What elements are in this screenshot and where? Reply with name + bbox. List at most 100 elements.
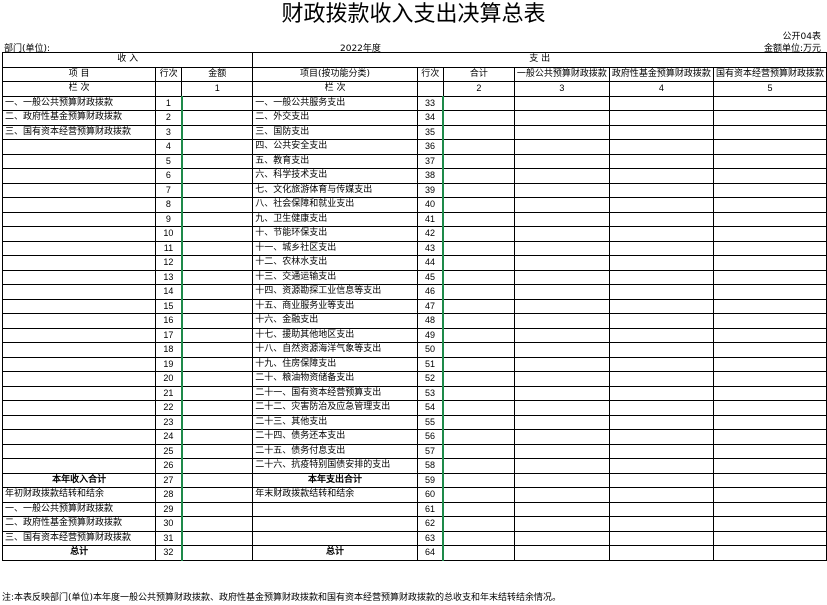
gen-budget-cell [513,516,610,532]
expense-item-cell: 十九、住房保障支出 [252,356,418,372]
income-item-cell [1,327,157,343]
income-item-cell: 三、国有资本经营预算财政拨款 [1,124,157,140]
capital-budget-cell [712,429,827,445]
table-row: 9 九、卫生健康支出 41 [1,211,827,227]
expense-item-cell: 十四、资源勘探工业信息等支出 [252,284,418,300]
income-line-no: 16 [155,313,183,329]
currency-label: 金额单位:万元 [763,44,821,54]
total-cell [442,443,515,459]
total-cell [442,240,515,256]
income-item-cell [1,153,157,169]
expense-item-cell: 十三、交通运输支出 [252,269,418,285]
expense-item-cell: 八、社会保障和就业支出 [252,197,418,213]
amount-cell [181,197,254,213]
amount-cell [181,501,254,517]
expense-line-no: 55 [416,414,445,430]
fund-budget-cell [608,298,714,314]
col-label-left: 栏 次 [1,81,157,97]
total-cell [442,530,515,546]
capital-budget-cell [712,139,827,155]
income-item-header: 项 目 [1,66,157,82]
fund-budget-cell [608,342,714,358]
fund-budget-cell [608,255,714,271]
expense-line-no: 42 [416,226,445,242]
capital-budget-cell [712,443,827,459]
total-cell [442,342,515,358]
total-cell [442,182,515,198]
gen-budget-cell [513,153,610,169]
total-cell [442,284,515,300]
amount-cell [181,313,254,329]
table-row: 26 二十六、抗疫特别国债安排的支出 58 [1,458,827,474]
income-line-no: 28 [155,487,183,503]
expense-line-no: 45 [416,269,445,285]
table-row: 一、一般公共预算财政拨款 1 一、一般公共服务支出 33 [1,95,827,111]
summary-table: 收 入 支 出 项 目 行次 金额 项目(按功能分类) 行次 合计 一般公共预算… [1,52,827,561]
total-cell [442,110,515,126]
amount-header: 金额 [181,66,254,82]
expense-line-no: 59 [416,472,445,488]
capital-budget-cell [712,516,827,532]
expense-line-no: 40 [416,197,445,213]
expense-item-cell [252,516,418,532]
amount-cell [181,298,254,314]
expense-line-no: 60 [416,487,445,503]
income-item-cell: 三、国有资本经营预算财政拨款 [1,530,157,546]
expense-item-cell: 十二、农林水支出 [252,255,418,271]
expense-line-no: 50 [416,342,445,358]
expense-item-cell: 二十六、抗疫特别国债安排的支出 [252,458,418,474]
expense-line-no: 36 [416,139,445,155]
expense-line-no: 39 [416,182,445,198]
expense-line-no: 56 [416,429,445,445]
table-row: 一、一般公共预算财政拨款 29 61 [1,501,827,517]
fund-budget-cell [608,487,714,503]
gen-budget-cell [513,284,610,300]
capital-budget-cell [712,371,827,387]
capital-budget-cell [712,255,827,271]
gen-budget-cell [513,472,610,488]
total-cell [442,313,515,329]
income-line-no: 11 [155,240,183,256]
income-item-cell [1,226,157,242]
table-row: 22 二十二、灾害防治及应急管理支出 54 [1,400,827,416]
income-line-no: 14 [155,284,183,300]
income-line-no: 15 [155,298,183,314]
gen-budget-cell [513,429,610,445]
amount-cell [181,327,254,343]
col-number: 3 [513,81,610,97]
income-item-cell [1,182,157,198]
capital-budget-cell [712,110,827,126]
income-item-cell: 一、一般公共预算财政拨款 [1,95,157,111]
fund-budget-cell [608,472,714,488]
table-row: 25 二十五、债务付息支出 57 [1,443,827,459]
expense-line-no: 37 [416,153,445,169]
gen-budget-cell [513,327,610,343]
amount-cell [181,487,254,503]
expense-item-cell: 二十二、灾害防治及应急管理支出 [252,400,418,416]
gen-budget-cell [513,458,610,474]
table-row: 12 十二、农林水支出 44 [1,255,827,271]
income-item-cell: 本年收入合计 [1,472,157,488]
fund-budget-cell [608,124,714,140]
capital-budget-cell [712,530,827,546]
total-cell [442,95,515,111]
capital-budget-cell [712,472,827,488]
fund-budget-cell [608,197,714,213]
income-item-cell: 总计 [1,545,157,561]
total-cell [442,414,515,430]
expense-item-cell: 三、国防支出 [252,124,418,140]
income-header: 收 入 [1,52,254,68]
fund-budget-cell [608,95,714,111]
table-row: 10 十、节能环保支出 42 [1,226,827,242]
income-line-no: 4 [155,139,183,155]
income-item-cell: 二、政府性基金预算财政拨款 [1,516,157,532]
total-cell [442,153,515,169]
fund-budget-cell [608,226,714,242]
expense-line-no-header: 行次 [416,66,444,82]
gen-budget-cell [513,356,610,372]
gen-budget-header: 一般公共预算财政拨款 [513,66,610,82]
total-cell [442,545,515,561]
income-line-no: 21 [155,385,183,401]
capital-budget-cell [712,487,827,503]
total-header: 合计 [442,66,515,82]
